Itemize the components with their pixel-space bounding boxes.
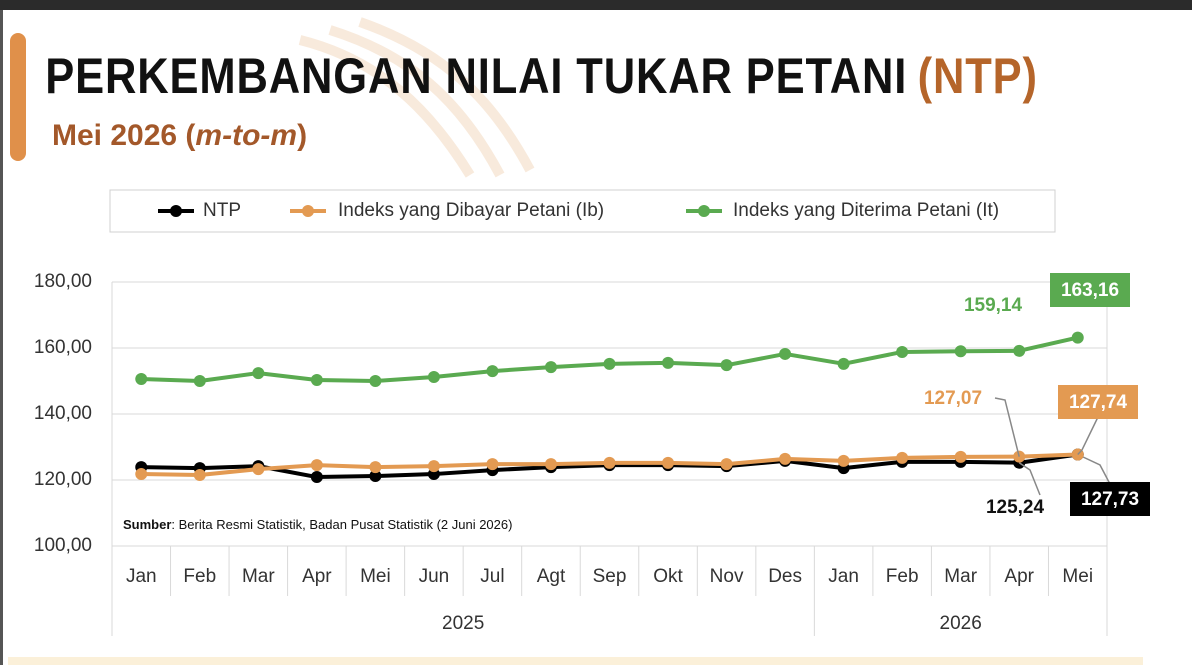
y-tick-label: 120,00 bbox=[34, 469, 92, 490]
point-marker bbox=[135, 468, 148, 481]
point-marker bbox=[837, 357, 850, 370]
point-marker bbox=[662, 356, 675, 369]
x-tick-label: Jun bbox=[419, 566, 450, 587]
x-tick-label: Jan bbox=[828, 566, 859, 587]
subtitle-part: ) bbox=[297, 119, 307, 152]
data-label: 127,07 bbox=[924, 388, 982, 409]
legend-marker bbox=[170, 205, 182, 217]
data-label: 125,24 bbox=[986, 497, 1045, 518]
point-marker bbox=[544, 361, 557, 374]
point-marker bbox=[427, 460, 440, 473]
title: PERKEMBANGAN NILAI TUKAR PETANI (NTP) bbox=[45, 48, 1037, 103]
point-marker bbox=[954, 450, 967, 463]
data-label: 159,14 bbox=[964, 295, 1023, 316]
point-marker bbox=[369, 375, 382, 387]
y-tick-label: 100,00 bbox=[34, 535, 92, 556]
legend-label: NTP bbox=[203, 200, 241, 221]
legend-marker bbox=[302, 205, 314, 217]
point-marker bbox=[544, 458, 557, 471]
point-marker bbox=[896, 451, 909, 464]
x-tick-label: Mei bbox=[360, 566, 391, 587]
point-marker bbox=[779, 347, 792, 360]
x-group-label: 2026 bbox=[940, 613, 982, 634]
point-marker bbox=[720, 359, 733, 372]
point-marker bbox=[369, 461, 382, 474]
data-label-box bbox=[1050, 273, 1130, 307]
point-marker bbox=[252, 367, 265, 380]
x-tick-label: Feb bbox=[183, 566, 216, 587]
data-label-box bbox=[1070, 482, 1150, 516]
legend-label: Indeks yang Diterima Petani (It) bbox=[733, 200, 999, 221]
x-group-label: 2025 bbox=[442, 613, 484, 634]
point-marker bbox=[193, 375, 206, 387]
point-marker bbox=[954, 345, 967, 358]
point-marker bbox=[720, 458, 733, 471]
label-leader bbox=[1018, 462, 1041, 496]
x-tick-label: Nov bbox=[710, 566, 744, 587]
point-marker bbox=[310, 471, 323, 484]
point-marker bbox=[252, 463, 265, 476]
top-bar bbox=[0, 0, 1192, 10]
legend-marker bbox=[698, 205, 710, 217]
accent-bar bbox=[10, 33, 26, 161]
x-tick-label: Mei bbox=[1062, 566, 1093, 587]
point-marker bbox=[369, 470, 382, 483]
x-tick-label: Agt bbox=[537, 566, 566, 587]
point-marker bbox=[486, 365, 499, 378]
point-marker bbox=[603, 456, 616, 469]
x-tick-label: Mar bbox=[944, 566, 977, 587]
point-marker bbox=[1013, 344, 1026, 357]
y-tick-label: 180,00 bbox=[34, 271, 92, 292]
label-leader bbox=[1077, 453, 1111, 485]
x-tick-label: Sep bbox=[593, 566, 627, 587]
point-marker bbox=[427, 371, 440, 384]
x-tick-label: Jan bbox=[126, 566, 157, 587]
subtitle: Mei 2026 (m-to-m) bbox=[52, 119, 307, 152]
point-marker bbox=[837, 454, 850, 467]
label-leader bbox=[1077, 416, 1099, 455]
point-marker bbox=[486, 458, 499, 471]
data-label: 127,73 bbox=[1081, 489, 1139, 510]
point-marker bbox=[603, 357, 616, 370]
bottom-strip bbox=[8, 657, 1143, 665]
source-text: : Berita Resmi Statistik, Badan Pusat St… bbox=[171, 517, 512, 532]
data-label: 163,16 bbox=[1061, 280, 1119, 301]
point-marker bbox=[310, 459, 323, 472]
point-marker bbox=[896, 345, 909, 358]
point-marker bbox=[779, 452, 792, 465]
left-edge bbox=[0, 10, 3, 665]
data-label: 127,74 bbox=[1069, 392, 1128, 413]
point-marker bbox=[135, 373, 148, 386]
subtitle-part: Mei 2026 ( bbox=[52, 119, 195, 152]
x-tick-label: Feb bbox=[886, 566, 919, 587]
point-marker bbox=[662, 456, 675, 469]
legend-label: Indeks yang Dibayar Petani (Ib) bbox=[338, 200, 604, 221]
x-tick-label: Jul bbox=[480, 566, 504, 587]
point-marker bbox=[310, 374, 323, 387]
point-marker bbox=[1071, 331, 1084, 344]
point-marker bbox=[193, 469, 206, 482]
source-label: Sumber bbox=[123, 517, 171, 532]
x-tick-label: Okt bbox=[653, 566, 683, 587]
label-leader bbox=[994, 397, 1020, 457]
legend-box bbox=[109, 189, 1056, 233]
decoration bbox=[298, 17, 535, 178]
x-tick-label: Mar bbox=[242, 566, 275, 587]
title-accent: (NTP) bbox=[918, 48, 1037, 103]
x-tick-label: Apr bbox=[302, 566, 332, 587]
x-tick-label: Apr bbox=[1004, 566, 1034, 587]
title-main: PERKEMBANGAN NILAI TUKAR PETANI bbox=[45, 48, 906, 103]
subtitle-part: m-to-m bbox=[195, 119, 297, 152]
y-tick-label: 160,00 bbox=[34, 337, 92, 358]
x-tick-label: Des bbox=[768, 566, 802, 587]
source-note: Sumber: Berita Resmi Statistik, Badan Pu… bbox=[123, 517, 512, 532]
data-label-box bbox=[1058, 385, 1138, 419]
y-tick-label: 140,00 bbox=[34, 403, 92, 424]
